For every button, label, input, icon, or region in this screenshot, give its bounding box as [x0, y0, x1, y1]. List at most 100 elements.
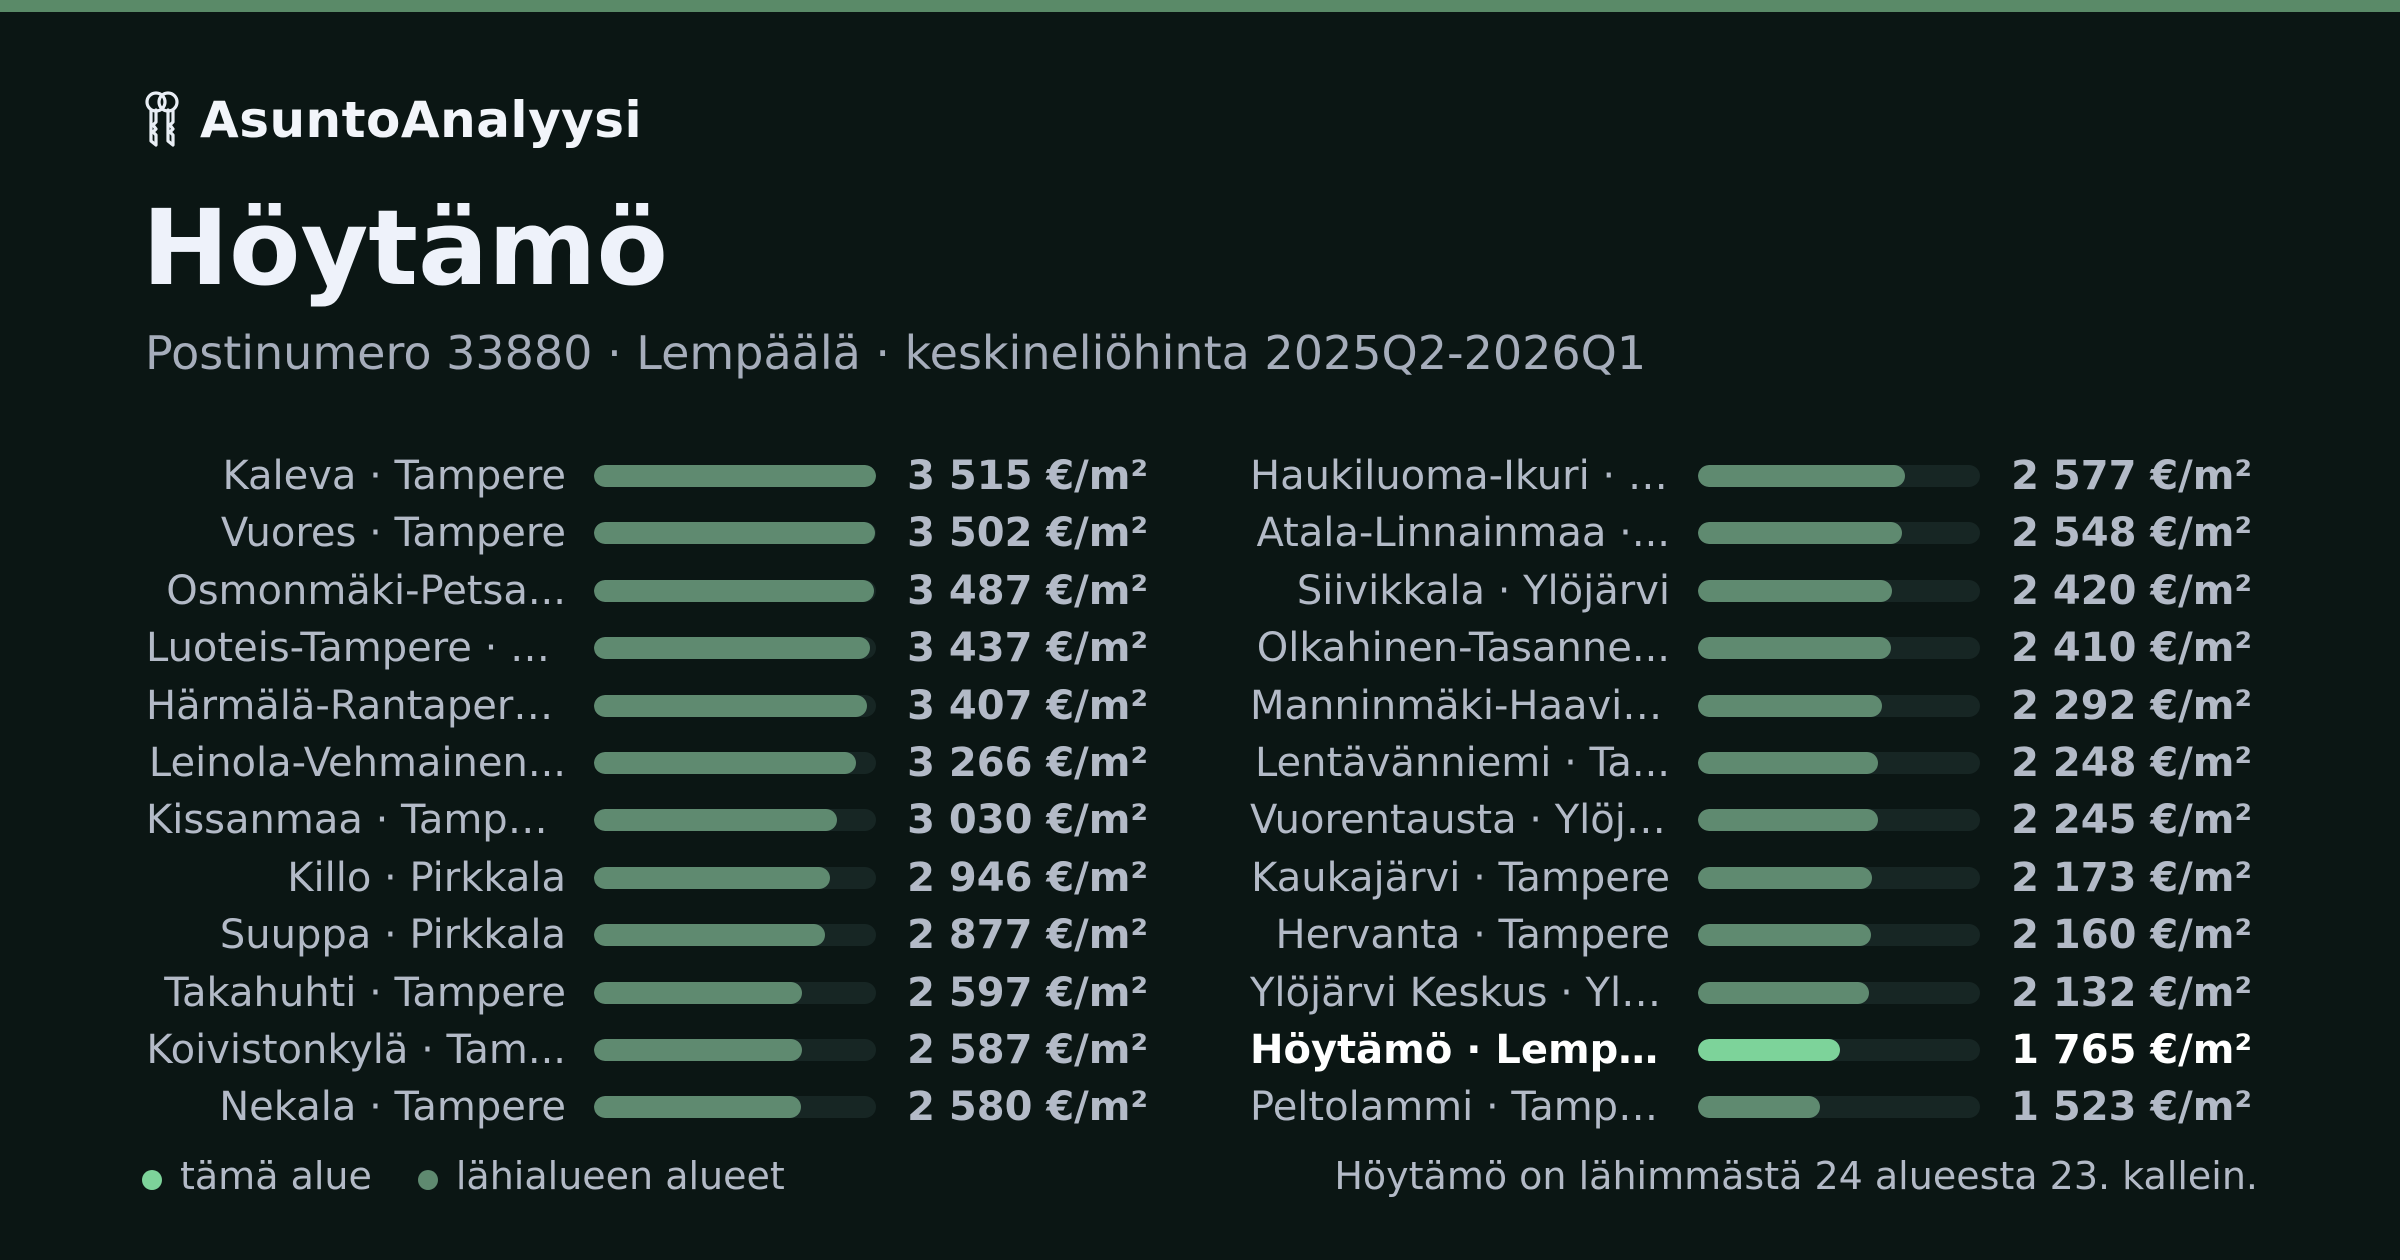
area-price: 3 502 €/m²	[907, 510, 1148, 556]
price-bar	[594, 580, 874, 602]
price-bar	[594, 1039, 802, 1061]
price-bar-track	[1698, 924, 1980, 946]
area-price: 2 132 €/m²	[2011, 970, 2252, 1016]
area-row: Ylöjärvi Keskus · Ylö... 2 132 €/m²	[1250, 968, 2252, 1018]
area-price: 2 420 €/m²	[2011, 568, 2252, 614]
price-bar	[1698, 809, 1878, 831]
area-name: Hervanta · Tampere	[1275, 912, 1670, 958]
price-bar	[594, 809, 837, 831]
area-row: Manninmäki-Haavis... 2 292 €/m²	[1250, 681, 2252, 731]
price-bar-track	[1698, 1039, 1980, 1061]
area-price: 2 160 €/m²	[2011, 912, 2252, 958]
area-name: Osmonmäki-Petsa...	[166, 568, 566, 614]
price-bar	[1698, 465, 1905, 487]
area-price: 2 410 €/m²	[2011, 625, 2252, 671]
area-name: Luoteis-Tampere · T...	[146, 625, 566, 671]
area-name: Kaleva · Tampere	[222, 453, 566, 499]
legend-nearby-areas-dot	[417, 1170, 438, 1190]
brand-name: AsuntoAnalyysi	[200, 91, 643, 149]
area-row: Kaleva · Tampere 3 515 €/m²	[146, 451, 1148, 501]
area-name: Suuppa · Pirkkala	[219, 912, 566, 958]
area-price: 3 030 €/m²	[907, 797, 1148, 843]
area-row: Vuorentausta · Ylöjä... 2 245 €/m²	[1250, 795, 2252, 845]
area-price: 3 487 €/m²	[907, 568, 1148, 614]
page-title: Höytämö	[142, 187, 668, 309]
price-bar-track	[594, 924, 876, 946]
area-name: Atala-Linnainmaa ·...	[1256, 510, 1670, 556]
price-bar-track	[594, 1096, 876, 1118]
area-price: 2 580 €/m²	[907, 1084, 1148, 1130]
area-name: Olkahinen-Tasanne...	[1256, 625, 1670, 671]
legend-this-area-label: tämä alue	[180, 1154, 372, 1198]
area-name: Lentävänniemi · Ta...	[1254, 740, 1670, 786]
area-row: Kissanmaa · Tampere 3 030 €/m²	[146, 795, 1148, 845]
area-price: 2 173 €/m²	[2011, 855, 2252, 901]
area-price: 2 248 €/m²	[2011, 740, 2252, 786]
price-bar	[1698, 982, 1869, 1004]
price-bar-track	[594, 867, 876, 889]
price-bar	[1698, 637, 1891, 659]
area-row: Haukiluoma-Ikuri · T... 2 577 €/m²	[1250, 451, 2252, 501]
area-price: 2 548 €/m²	[2011, 510, 2252, 556]
area-row: Peltolammi · Tampe... 1 523 €/m²	[1250, 1082, 2252, 1132]
price-bar-track	[1698, 695, 1980, 717]
area-price: 3 437 €/m²	[907, 625, 1148, 671]
area-row: Suuppa · Pirkkala 2 877 €/m²	[146, 910, 1148, 960]
area-row: Hervanta · Tampere 2 160 €/m²	[1250, 910, 2252, 960]
area-row: Olkahinen-Tasanne... 2 410 €/m²	[1250, 623, 2252, 673]
area-name: Manninmäki-Haavis...	[1250, 683, 1670, 729]
price-bar-track	[594, 637, 876, 659]
price-bar-track	[1698, 637, 1980, 659]
area-name: Härmälä-Rantaperk...	[146, 683, 566, 729]
legend: tämä alue lähialueen alueet	[142, 1154, 785, 1198]
area-name: Kissanmaa · Tampere	[146, 797, 566, 843]
area-price: 3 407 €/m²	[907, 683, 1148, 729]
price-bar-track	[1698, 580, 1980, 602]
area-row: Atala-Linnainmaa ·... 2 548 €/m²	[1250, 508, 2252, 558]
area-price: 2 877 €/m²	[907, 912, 1148, 958]
price-bar	[594, 924, 825, 946]
price-bar	[594, 982, 802, 1004]
area-price: 2 245 €/m²	[2011, 797, 2252, 843]
legend-this-area-dot	[142, 1170, 162, 1190]
area-row: Koivistonkylä · Tam... 2 587 €/m²	[146, 1025, 1148, 1075]
price-bar-track	[1698, 752, 1980, 774]
price-bar	[594, 695, 867, 717]
area-row: Leinola-Vehmainen... 3 266 €/m²	[146, 738, 1148, 788]
price-bar	[594, 522, 875, 544]
price-bar-track	[1698, 982, 1980, 1004]
price-bar	[1698, 695, 1882, 717]
area-price: 2 946 €/m²	[907, 855, 1148, 901]
area-name: Killo · Pirkkala	[287, 855, 566, 901]
brand: AsuntoAnalyysi	[142, 88, 642, 152]
area-row: Vuores · Tampere 3 502 €/m²	[146, 508, 1148, 558]
area-price: 3 266 €/m²	[907, 740, 1148, 786]
price-bar	[594, 465, 876, 487]
area-name: Kaukajärvi · Tampere	[1251, 855, 1670, 901]
area-name: Höytämö · Lempäälä	[1250, 1027, 1670, 1073]
area-name: Haukiluoma-Ikuri · T...	[1250, 453, 1670, 499]
area-row: Siivikkala · Ylöjärvi 2 420 €/m²	[1250, 566, 2252, 616]
area-price: 2 292 €/m²	[2011, 683, 2252, 729]
area-row-current: Höytämö · Lempäälä 1 765 €/m²	[1250, 1025, 2252, 1075]
price-bar	[1698, 522, 1902, 544]
area-price: 1 523 €/m²	[2011, 1084, 2252, 1130]
price-bar-track	[1698, 522, 1980, 544]
area-row: Kaukajärvi · Tampere 2 173 €/m²	[1250, 853, 2252, 903]
top-accent-bar	[0, 0, 2400, 12]
area-price: 3 515 €/m²	[907, 453, 1148, 499]
price-bar	[1698, 867, 1872, 889]
area-name: Takahuhti · Tampere	[164, 970, 566, 1016]
area-name: Ylöjärvi Keskus · Ylö...	[1250, 970, 1670, 1016]
price-bar	[594, 867, 830, 889]
price-bar-track	[594, 1039, 876, 1061]
area-price: 2 597 €/m²	[907, 970, 1148, 1016]
ranking-footnote: Höytämö on lähimmästä 24 alueesta 23. ka…	[1334, 1154, 2258, 1198]
price-bar	[594, 752, 856, 774]
price-bar-track	[594, 465, 876, 487]
area-row: Nekala · Tampere 2 580 €/m²	[146, 1082, 1148, 1132]
keys-icon	[142, 89, 182, 151]
price-bar-track	[594, 695, 876, 717]
area-row: Lentävänniemi · Ta... 2 248 €/m²	[1250, 738, 2252, 788]
price-bar-track	[1698, 465, 1980, 487]
